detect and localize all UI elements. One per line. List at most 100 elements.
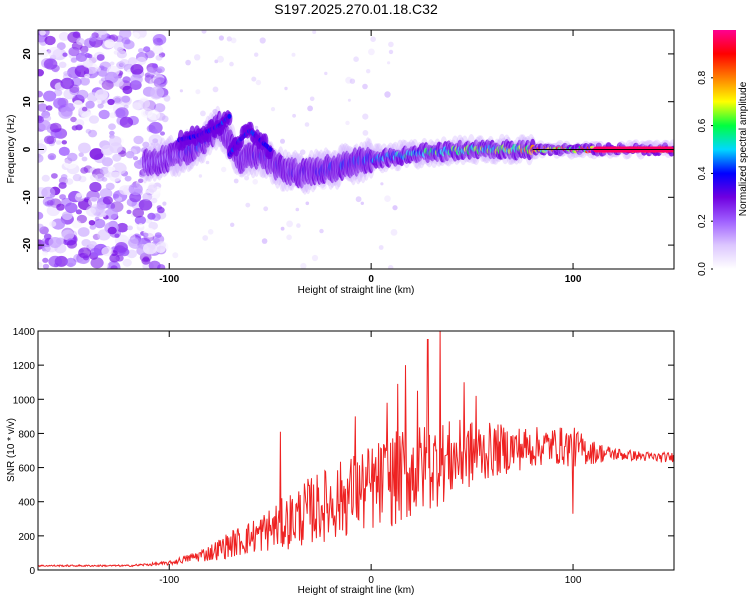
noise-blob	[69, 86, 80, 96]
noise-blob	[362, 130, 369, 136]
noise-blob	[109, 130, 115, 136]
noise-blob	[116, 50, 127, 59]
noise-blob	[107, 226, 117, 235]
noise-blob	[39, 139, 45, 144]
noise-blob	[73, 100, 83, 109]
y-tick-label: 400	[18, 498, 35, 509]
noise-blob	[58, 146, 70, 156]
noise-blob	[388, 41, 394, 48]
noise-blob	[58, 32, 70, 41]
noise-blob	[368, 48, 375, 56]
noise-blob	[201, 30, 207, 34]
noise-blob	[38, 153, 44, 163]
noise-blob	[42, 250, 49, 256]
noise-blob	[55, 140, 62, 145]
noise-blob	[147, 212, 156, 220]
noise-blob	[147, 184, 158, 193]
noise-blob	[116, 61, 126, 70]
noise-blob	[112, 95, 123, 105]
noise-blob	[108, 123, 116, 130]
noise-blob	[49, 122, 62, 133]
noise-blob	[62, 52, 68, 57]
noise-blob	[119, 30, 132, 39]
x-tick-label: -100	[159, 274, 179, 285]
noise-blob	[95, 66, 101, 72]
noise-blob	[112, 153, 122, 162]
noise-blob	[66, 240, 78, 249]
noise-blob	[233, 178, 239, 184]
noise-blob	[53, 89, 63, 97]
noise-blob	[76, 89, 89, 100]
noise-blob	[138, 48, 144, 54]
noise-blob	[153, 238, 160, 244]
noise-blob	[286, 220, 293, 228]
noise-blob	[46, 199, 54, 206]
noise-blob	[109, 171, 122, 182]
noise-blob	[127, 225, 133, 231]
noise-blob	[43, 135, 55, 145]
noise-blob	[42, 196, 56, 207]
noise-blob	[128, 183, 143, 196]
noise-blob	[309, 96, 315, 102]
noise-blob	[88, 241, 97, 249]
noise-blob	[89, 35, 97, 42]
noise-blob	[255, 79, 262, 86]
noise-blob	[133, 135, 144, 145]
branch-core	[227, 113, 232, 119]
colorbar-label: Normalized spectral amplitude	[738, 81, 749, 216]
noise-blob	[148, 260, 161, 269]
snr-frame	[37, 330, 675, 571]
noise-blob	[130, 73, 143, 85]
x-tick-label: 0	[368, 575, 374, 586]
colorbar-tick-label: 0.4	[697, 166, 708, 180]
noise-blob	[89, 174, 98, 181]
noise-blob	[143, 46, 151, 53]
noise-blob	[81, 106, 88, 112]
noise-blob	[48, 255, 63, 268]
x-tick-label: 0	[368, 274, 374, 285]
colorbar-tick-label: 0.8	[697, 70, 708, 84]
noise-blob	[75, 209, 82, 215]
y-tick-label: 1400	[13, 327, 36, 338]
y-tick-label: -20	[22, 237, 33, 252]
noise-blob	[80, 167, 89, 174]
noise-blob	[202, 235, 209, 241]
noise-blob	[198, 174, 203, 178]
noise-blob	[319, 228, 324, 234]
noise-blob	[122, 76, 131, 84]
noise-blob	[109, 61, 115, 66]
noise-blob	[63, 71, 69, 76]
noise-blob	[72, 31, 81, 38]
noise-blob	[195, 89, 201, 95]
noise-blob	[75, 124, 83, 131]
noise-blob	[156, 66, 165, 73]
noise-blob	[97, 103, 104, 109]
colorbar: 0.0 0.2 0.4 0.6 0.8 Normalized spectral ampl…	[697, 30, 749, 276]
noise-blob	[143, 256, 150, 262]
noise-blob	[61, 140, 67, 145]
noise-blob	[390, 229, 398, 236]
noise-blob	[39, 30, 46, 36]
noise-blob	[217, 55, 224, 63]
noise-blob	[88, 220, 96, 226]
noise-blob	[345, 120, 350, 126]
noise-blob	[284, 86, 288, 91]
noise-blob	[38, 211, 44, 220]
noise-blob	[83, 255, 89, 261]
noise-blob	[312, 30, 317, 34]
noise-blob	[388, 49, 394, 55]
noise-blob	[109, 142, 123, 154]
x-tick-label: -100	[159, 575, 179, 586]
noise-blob	[56, 42, 66, 50]
noise-blob	[99, 188, 113, 199]
noise-blob	[67, 152, 78, 162]
noise-blob	[194, 54, 201, 61]
noise-blob	[205, 160, 210, 165]
noise-blob	[388, 265, 394, 269]
noise-blob	[38, 223, 44, 231]
noise-blob	[370, 36, 376, 42]
noise-blob	[150, 86, 165, 99]
noise-blob	[129, 80, 142, 91]
